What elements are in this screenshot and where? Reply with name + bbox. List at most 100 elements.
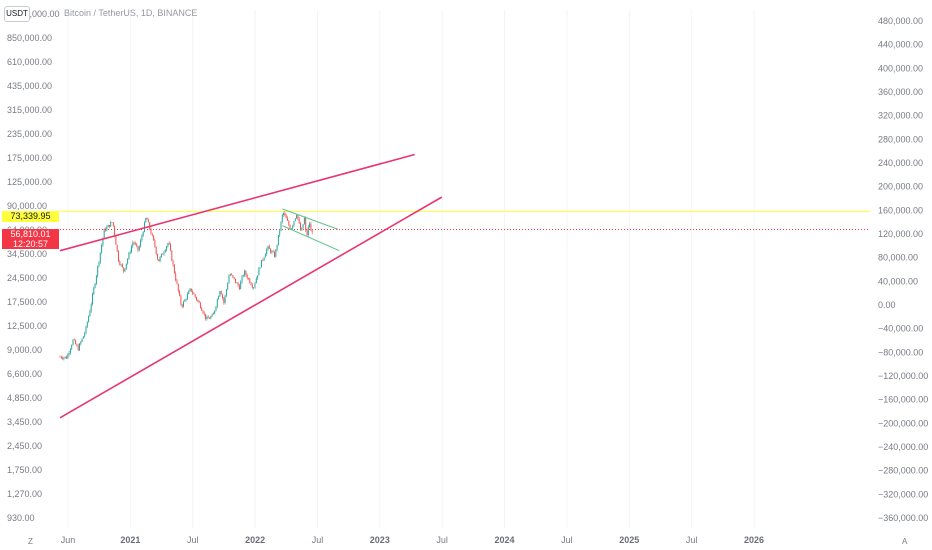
left-axis-tick: 125,000.00 (7, 177, 52, 187)
candle-body (125, 263, 127, 269)
candle-body (219, 291, 221, 297)
right-axis-tick: 240,000.00 (878, 158, 923, 168)
candle-body (203, 313, 205, 314)
time-axis-tick: 2021 (120, 535, 140, 545)
candle-body (155, 246, 157, 255)
candle-body (305, 217, 307, 231)
candle-body (298, 218, 300, 224)
candle-body (292, 225, 294, 229)
candle-body (272, 251, 274, 253)
left-axis-tick: 175,000.00 (7, 153, 52, 163)
candle-body (172, 260, 174, 265)
left-axis-tick: 930.00 (7, 513, 35, 523)
candle-body (246, 275, 248, 279)
candle-body (196, 297, 197, 300)
trendline-upper (59, 153, 415, 252)
candle-body (103, 228, 105, 238)
candle-body (150, 228, 152, 234)
candle-body (180, 295, 182, 305)
candle-body (163, 252, 165, 255)
descending-channel[interactable] (282, 208, 340, 252)
candle-body (303, 217, 305, 225)
candle-body (98, 261, 100, 267)
right-axis-tick: −360,000.00 (878, 513, 928, 523)
left-price-axis[interactable]: 1,200,000.00 850,000.00 610,000.00 435,000.… (7, 9, 60, 523)
candle-body (201, 307, 203, 311)
candle-body (116, 244, 118, 252)
candle-body (84, 333, 86, 337)
candle-body (215, 306, 217, 311)
candle-body (266, 249, 268, 255)
candle-body (289, 225, 291, 230)
candle-body (218, 296, 220, 300)
candle-body (175, 273, 177, 281)
candle-body (209, 318, 210, 319)
candle-body (89, 311, 91, 317)
candle-body (263, 257, 265, 261)
candle-body (64, 356, 66, 358)
candle-body (158, 259, 160, 262)
countdown-timer: 12:20:57 (12, 239, 49, 249)
candle-body (71, 345, 73, 350)
candle-body (279, 230, 281, 236)
candle-body (173, 264, 175, 274)
candle-body (271, 251, 273, 253)
candle-body (300, 223, 301, 231)
candle-body (233, 277, 235, 279)
time-axis[interactable]: Jun 2021 Jul 2022 Jul 2023 Jul 2024 Jul 2025 Jul 20… (61, 535, 764, 545)
candle-body (222, 294, 223, 299)
candle-body (136, 244, 138, 246)
candle-body (248, 278, 249, 279)
candle-body (77, 345, 79, 351)
candle-body (254, 283, 256, 288)
candle-body (73, 339, 75, 341)
candle-body (76, 344, 78, 346)
candle-body (228, 275, 230, 284)
candle-body (293, 221, 295, 226)
auto-scale-button[interactable]: A (902, 537, 908, 546)
candle-body (160, 253, 162, 257)
candle-body (302, 224, 304, 229)
channel-line (282, 208, 339, 230)
candle-body (184, 299, 186, 302)
right-axis-tick: 320,000.00 (878, 111, 923, 121)
right-axis-tick: 80,000.00 (878, 253, 918, 263)
candle-body (179, 290, 181, 296)
candle-body (255, 278, 257, 284)
candle-body (101, 245, 103, 253)
currency-button[interactable]: USDT (4, 6, 30, 22)
candle-body (236, 282, 238, 284)
right-axis-tick: 40,000.00 (878, 276, 918, 286)
candle-body (301, 228, 303, 231)
candle-body (186, 294, 188, 300)
candle-body (224, 295, 226, 303)
time-axis-tick: Jul (312, 535, 324, 545)
candle-body (189, 288, 191, 292)
candle-body (85, 326, 87, 334)
candle-body (309, 223, 311, 227)
left-axis-tick: 24,500.00 (7, 273, 47, 283)
candle-body (176, 280, 178, 284)
time-axis-tick: 2023 (370, 535, 390, 545)
trendlines[interactable] (59, 153, 443, 419)
candle-body (88, 316, 90, 323)
right-axis-tick: −120,000.00 (878, 371, 928, 381)
candle-body (227, 283, 229, 290)
right-price-axis[interactable]: 480,000.00 440,000.00 400,000.00 360,000.00… (878, 16, 928, 523)
candle-body (183, 301, 184, 307)
candle-body (250, 282, 252, 286)
candle-body (190, 288, 192, 292)
candle-body (275, 249, 277, 257)
time-axis-tick: Jul (187, 535, 199, 545)
candle-body (72, 339, 74, 346)
time-axis-tick: Jul (436, 535, 448, 545)
left-axis-tick: 2,450.00 (7, 441, 42, 451)
zoom-button[interactable]: Z (28, 537, 33, 546)
right-axis-tick: 160,000.00 (878, 205, 923, 215)
candle-body (232, 275, 234, 278)
candle-body (90, 304, 92, 312)
candle-body (262, 259, 264, 261)
candle-body (199, 302, 201, 308)
candle-body (171, 250, 173, 261)
